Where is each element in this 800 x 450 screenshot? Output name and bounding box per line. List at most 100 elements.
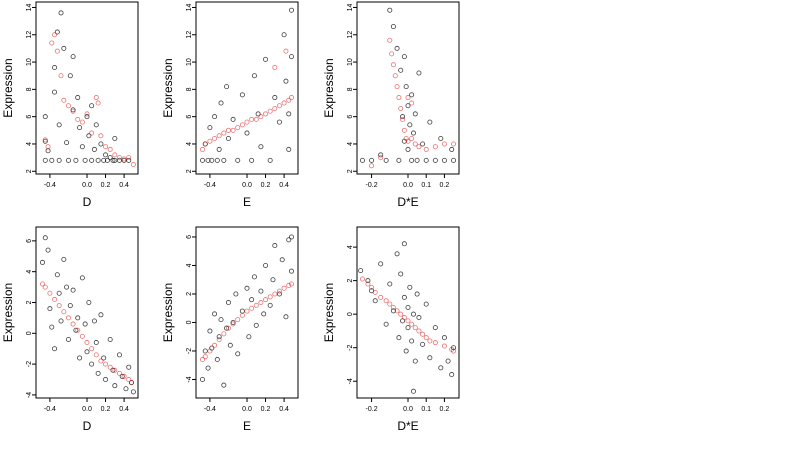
data-point	[416, 328, 422, 334]
data-point	[221, 331, 227, 337]
data-point	[233, 291, 239, 297]
data-point	[400, 114, 406, 120]
data-point	[251, 73, 257, 79]
data-point	[104, 157, 110, 163]
data-point	[409, 100, 415, 106]
data-point	[218, 317, 224, 323]
data-point	[289, 281, 295, 287]
x-tick-label: 0.2	[440, 406, 450, 413]
panel-bottom-right: -0.2 0.0 0.1 0.2 -4 -2 0 2 4 D*E Expression	[322, 226, 460, 433]
data-point	[216, 337, 222, 343]
data-point	[405, 95, 411, 101]
data-point	[75, 116, 81, 122]
data-point	[75, 95, 81, 101]
data-point	[239, 92, 245, 98]
data-point	[369, 163, 375, 169]
data-point	[107, 146, 113, 152]
observed-points	[199, 7, 295, 163]
observed-points	[358, 241, 457, 394]
data-point	[394, 45, 400, 51]
data-point	[52, 65, 58, 71]
data-point	[372, 289, 378, 295]
y-tick-label: 2	[26, 300, 33, 304]
data-point	[225, 127, 231, 133]
data-point	[401, 241, 407, 247]
data-point	[58, 73, 64, 79]
x-tick-label: 0.1	[421, 182, 431, 189]
data-point	[49, 40, 55, 46]
data-point	[89, 346, 95, 352]
data-point	[396, 335, 402, 341]
data-point	[396, 157, 402, 163]
data-point	[378, 155, 384, 161]
data-point	[70, 107, 76, 113]
data-point	[239, 312, 245, 318]
data-point	[289, 54, 295, 60]
data-point	[258, 300, 264, 306]
data-point	[84, 114, 90, 120]
data-point	[286, 97, 292, 103]
data-point	[84, 111, 90, 117]
data-point	[103, 152, 109, 158]
data-point	[214, 357, 220, 363]
data-point	[414, 157, 420, 163]
y-tick-label: 2	[347, 169, 354, 173]
x-axis-label: D*E	[397, 195, 418, 209]
data-point	[249, 116, 255, 122]
data-point	[451, 141, 457, 147]
data-point	[405, 146, 411, 152]
data-point	[378, 152, 384, 158]
data-point	[58, 318, 64, 324]
plot-frame	[195, 1, 299, 175]
data-point	[449, 146, 455, 152]
data-point	[121, 156, 127, 162]
data-point	[372, 298, 378, 304]
fitted-points	[39, 281, 135, 386]
data-point	[42, 157, 48, 163]
fitted-points	[199, 48, 295, 152]
x-axis-label: E	[243, 195, 251, 209]
data-point	[432, 325, 438, 331]
observed-points	[39, 235, 136, 395]
data-point	[126, 377, 132, 383]
y-tick-label: 6	[186, 235, 193, 239]
data-point	[387, 281, 393, 287]
data-point	[130, 161, 136, 167]
data-point	[205, 365, 211, 371]
data-point	[212, 311, 218, 317]
data-point	[84, 340, 90, 346]
data-point	[112, 367, 118, 373]
data-point	[103, 361, 109, 367]
data-point	[412, 141, 418, 147]
y-tick-label: 8	[26, 87, 33, 91]
data-point	[272, 65, 278, 71]
data-point	[405, 325, 411, 331]
y-tick-label: 6	[26, 239, 33, 243]
data-point	[412, 111, 418, 117]
data-point	[383, 298, 389, 304]
data-point	[392, 73, 398, 79]
data-point	[410, 388, 416, 394]
data-point	[110, 367, 116, 373]
plot-frame	[195, 226, 299, 399]
data-point	[405, 138, 411, 144]
data-point	[121, 157, 127, 163]
data-point	[235, 125, 241, 131]
data-point	[389, 51, 395, 57]
panel-bottom-middle: -0.4 0.0 0.2 0.4 -4 -2 0 2 4 6 E Expression	[161, 226, 299, 433]
data-point	[93, 340, 99, 346]
data-point	[289, 234, 295, 240]
data-point	[423, 146, 429, 152]
y-tick-label: 12	[347, 31, 354, 39]
data-point	[56, 290, 62, 296]
data-point	[258, 288, 264, 294]
data-point	[263, 262, 269, 268]
data-point	[244, 285, 250, 291]
data-point	[358, 268, 364, 274]
data-point	[95, 100, 101, 106]
data-point	[263, 297, 269, 303]
data-point	[98, 312, 104, 318]
panel-bottom-left: -0.4 0.0 0.2 0.4 -4 -2 0 2 4 6 D Expression	[1, 226, 139, 433]
data-point	[398, 105, 404, 111]
data-point	[420, 331, 426, 337]
